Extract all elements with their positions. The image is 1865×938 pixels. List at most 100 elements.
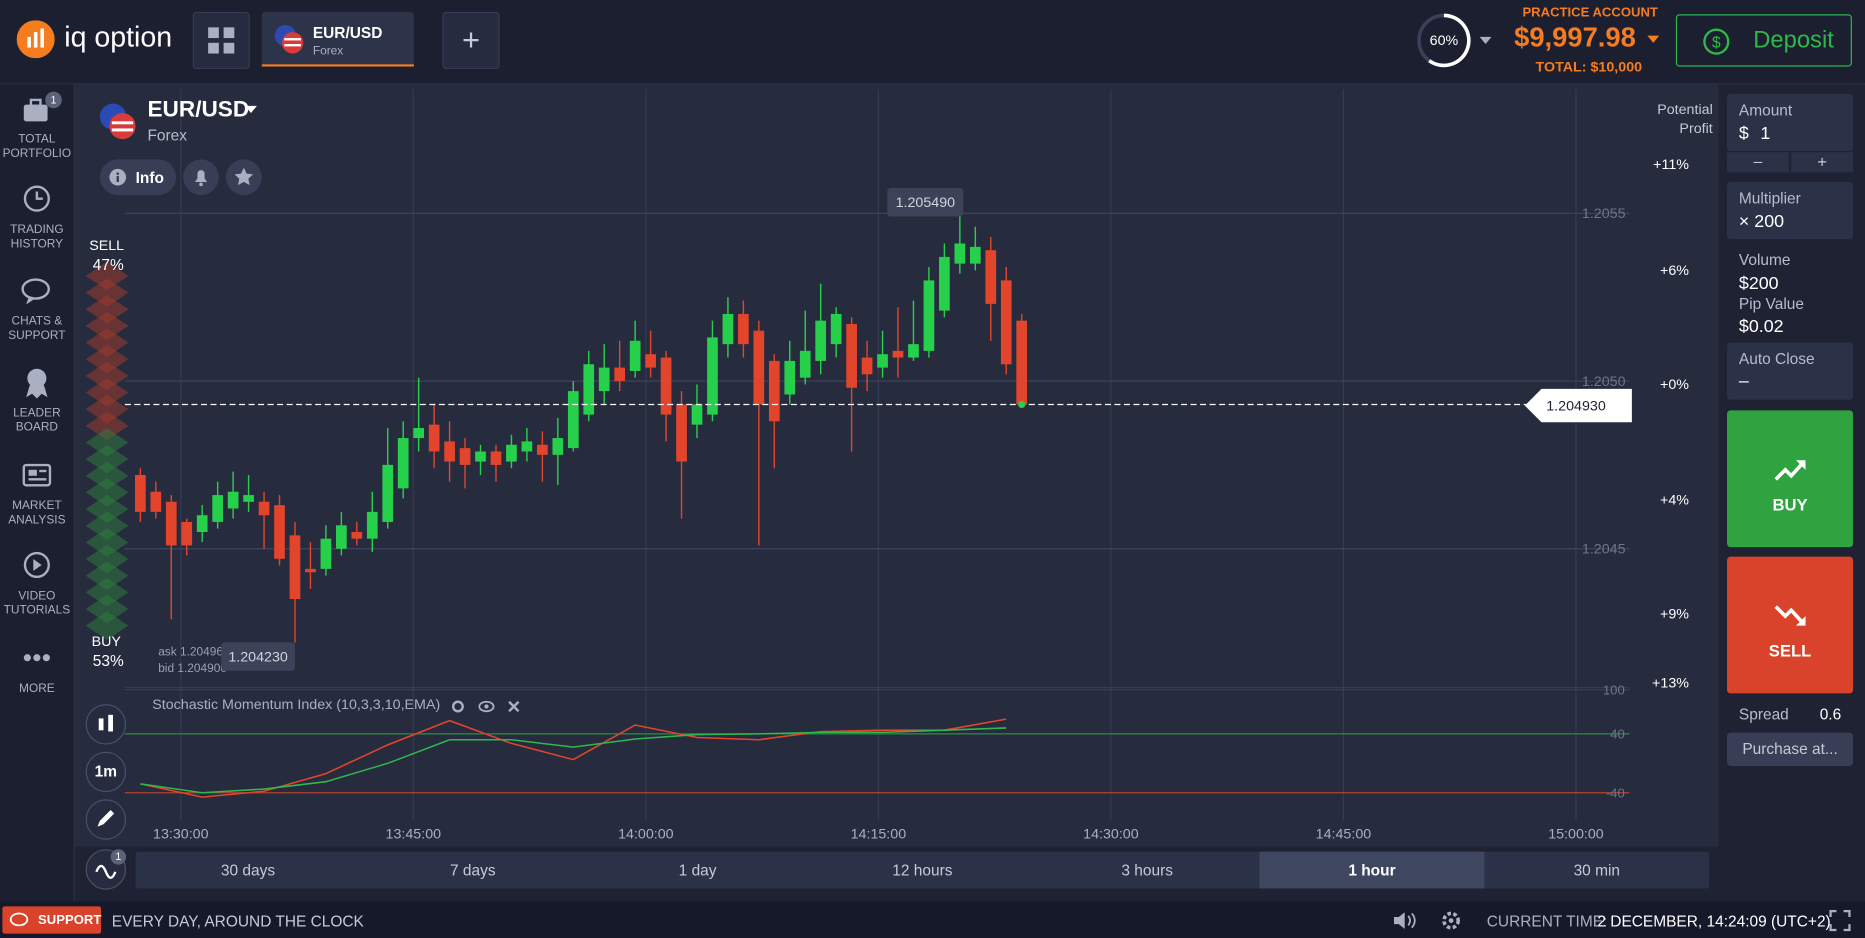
period-button[interactable]: 30 days [220,861,276,879]
sidebar-item[interactable]: MORE [0,642,74,697]
chart-type-button[interactable] [85,704,127,745]
candle-body [382,464,394,522]
profit-level: +4% [1659,491,1689,508]
star-icon [234,167,254,186]
oscillator-tick-label: 100 [1603,682,1625,697]
amount-box[interactable]: Amount $ 1 [1727,93,1854,152]
x-tick-label: 14:45:00 [1316,827,1372,843]
x-tick-label: 14:30:00 [1083,827,1139,843]
sidebar-item[interactable]: CHATS & SUPPORT [0,275,74,344]
y-tick-label: 1.2045 [1582,542,1626,558]
apps-button[interactable] [192,11,250,69]
deposit-button[interactable]: $ Deposit [1675,14,1852,67]
footer-icons[interactable] [1392,910,1475,931]
sidebar [0,84,75,902]
sidebar-item[interactable]: LEADER BOARD [0,366,74,435]
apps-icon [208,27,235,54]
candle-body [506,444,517,462]
oscillator-controls[interactable] [447,697,526,716]
footer [0,901,1865,938]
sentiment-diamond [85,561,129,590]
sidebar-item[interactable]: VIDEO TUTORIALS [0,550,74,619]
balance-caret [1647,35,1660,43]
favorite-button[interactable] [225,159,262,196]
balance[interactable]: $9,997.98 [1514,21,1636,53]
period-button[interactable]: 30 min [1573,861,1620,879]
candle-body [1016,320,1028,405]
candle-body [537,444,548,455]
oscillator-tick-label: 40 [1610,727,1625,742]
period-button[interactable]: 1 hour [1259,851,1485,889]
candle-body [351,531,363,539]
sidebar-item[interactable]: MARKET ANALYSIS [0,459,74,528]
candle-body [738,313,749,345]
candle-body [939,256,950,311]
sidebar-label: MARKET ANALYSIS [8,499,66,527]
oscillator-title: Stochastic Momentum Index (10,3,3,10,EMA… [152,695,441,713]
indicators-badge: 1 [110,849,127,865]
candle-body [196,515,208,532]
candle-body [165,501,177,546]
period-button[interactable]: 1 day [678,861,717,879]
analysis-icon [22,463,52,487]
period-button[interactable]: 12 hours [892,861,953,879]
add-tab[interactable]: + [442,11,500,69]
purchase-button[interactable]: Purchase at... [1727,732,1854,766]
x-tick-label: 15:00:00 [1548,827,1604,843]
asset-tab[interactable]: EUR/USD Forex [261,11,414,67]
profit-level: +6% [1659,261,1689,279]
sentiment-diamond [85,594,129,624]
sidebar-item[interactable]: TRADING HISTORY [0,183,74,252]
draw-button[interactable] [85,799,127,840]
bell-icon [195,170,207,187]
sidebar-label: VIDEO TUTORIALS [3,589,71,618]
candle-body [877,354,888,368]
candle-body [134,474,146,512]
chat-icon [21,278,50,305]
candle-body [428,424,440,452]
logo-icon [16,20,55,59]
profit-label: Potential Profit [1657,101,1713,137]
amount-currency: $ [1738,123,1749,144]
sentiment-diamond [85,478,129,507]
sell-text: SELL [1768,641,1812,661]
time-label: CURRENT TIME: [1486,912,1608,931]
timeframe-button[interactable]: 1m [85,751,127,793]
support-icon [9,912,29,927]
multiplier-box[interactable]: Multiplier × 200 [1727,181,1854,240]
sell-icon [1774,605,1806,626]
amount-plus[interactable]: + [1791,152,1854,173]
support-button[interactable]: SUPPORT [2,906,101,934]
sentiment-diamond [85,494,129,524]
sell-button[interactable]: SELL [1727,556,1854,694]
volume-value: $200 [1738,273,1779,294]
sentiment-diamond [85,578,129,607]
candle-body [768,360,780,422]
asset-name[interactable]: EUR/USD [147,97,250,123]
progress-ring [1417,13,1492,68]
candle-body [552,438,564,455]
current-price: 1.204930 [1546,397,1606,414]
amount-minus[interactable]: – [1727,152,1789,173]
sidebar-item[interactable]: TOTAL PORTFOLIO [0,93,74,162]
alert-button[interactable] [183,159,219,196]
period-button[interactable]: 3 hours [1121,861,1173,879]
sidebar-label: CHATS & SUPPORT [8,315,66,343]
period-button[interactable]: 7 days [450,861,496,879]
amount-label: Amount [1738,101,1793,119]
x-tick-label: 13:45:00 [386,827,442,843]
fullscreen-icon[interactable] [1829,909,1851,932]
candle-body [660,357,672,415]
sentiment-diamond [85,528,129,557]
candle-body [691,404,703,425]
candle-body [212,495,224,522]
info-button[interactable]: Info [99,159,177,196]
sentiment-diamond [85,511,129,540]
info-text: Info [135,168,164,187]
buy-button[interactable]: BUY [1727,410,1854,548]
tab-asset: EUR/USD [312,23,383,42]
auto-close-box[interactable]: Auto Close – [1727,342,1854,400]
candle-body [614,367,626,382]
buy-percent: 53% [92,651,124,670]
